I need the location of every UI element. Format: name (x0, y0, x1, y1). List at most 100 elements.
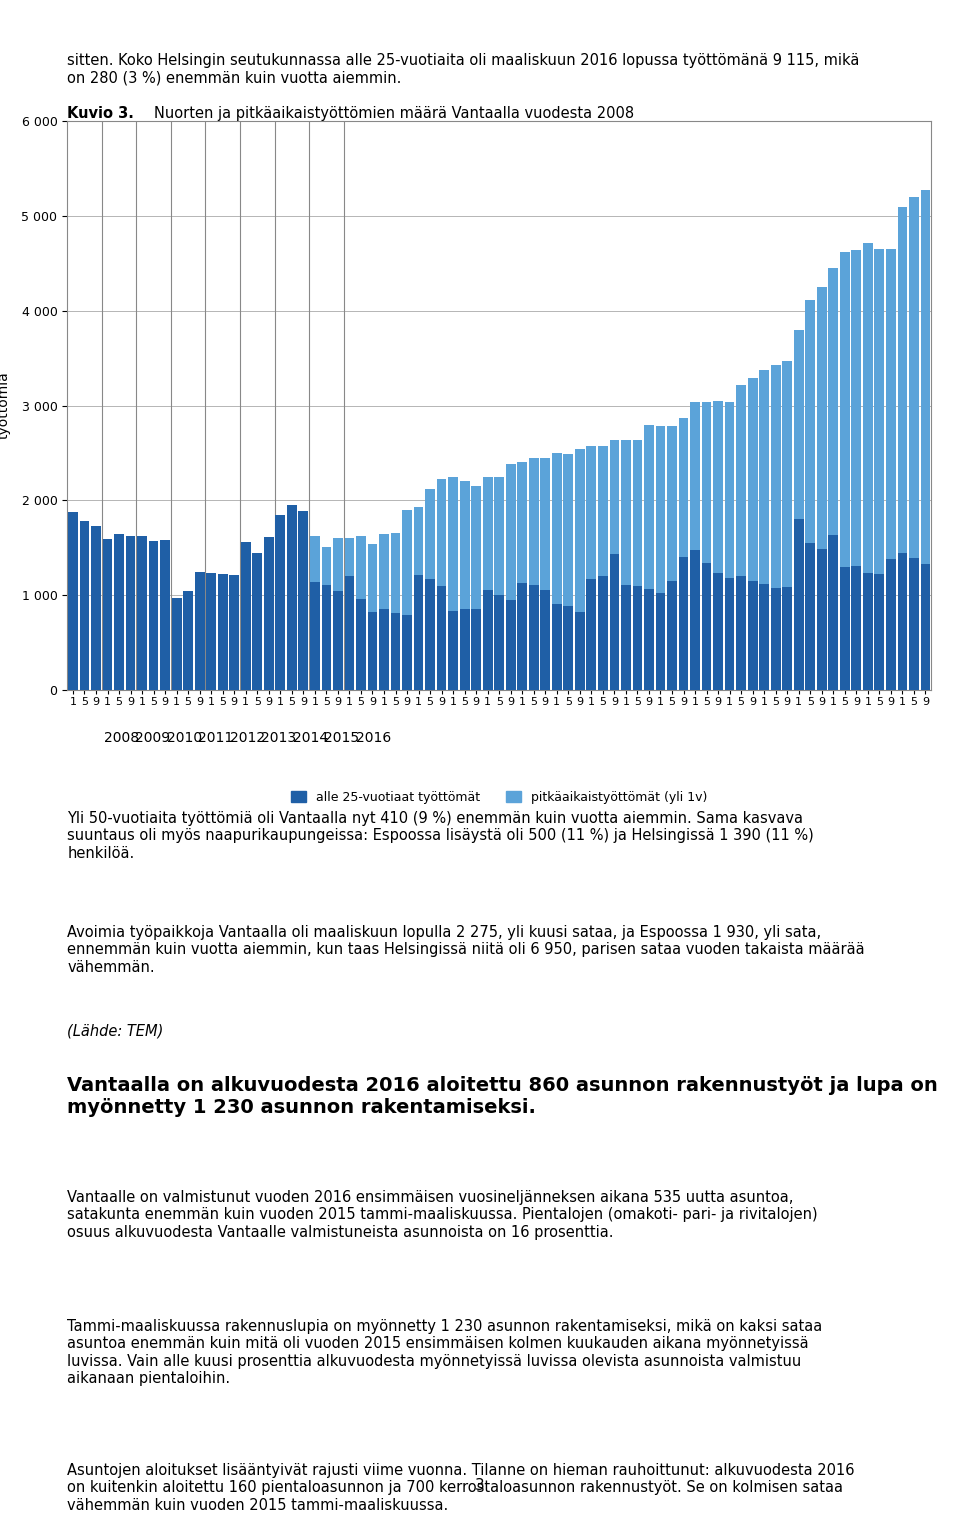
Bar (172, 597, 181, 690)
Bar (402, 509, 412, 690)
Bar (621, 440, 631, 690)
Bar (702, 402, 711, 690)
Bar (287, 505, 297, 690)
Bar (126, 631, 135, 690)
Bar (241, 543, 251, 690)
Bar (621, 585, 631, 690)
Bar (564, 453, 573, 690)
Bar (310, 582, 320, 690)
Bar (840, 252, 850, 690)
Bar (759, 370, 769, 690)
Bar (80, 522, 89, 690)
Bar (471, 487, 481, 690)
Bar (229, 600, 239, 690)
Bar (195, 619, 204, 690)
Legend: alle 25-vuotiaat työttömät, pitkäaikaistyöttömät (yli 1v): alle 25-vuotiaat työttömät, pitkäaikaist… (286, 785, 712, 808)
Text: Avoimia työpaikkoja Vantaalla oli maaliskuun lopulla 2 275, yli kuusi sataa, ja : Avoimia työpaikkoja Vantaalla oli maalis… (67, 925, 865, 975)
Bar (183, 620, 193, 690)
Bar (782, 587, 792, 690)
Text: Vantaalle on valmistunut vuoden 2016 ensimmäisen vuosineljänneksen aikana 535 uu: Vantaalle on valmistunut vuoden 2016 ens… (67, 1190, 818, 1240)
Bar (149, 634, 158, 690)
Bar (160, 632, 170, 690)
Bar (172, 631, 181, 690)
Text: Vantaalla on alkuvuodesta 2016 aloitettu 860 asunnon rakennustyöt ja lupa on
myö: Vantaalla on alkuvuodesta 2016 aloitettu… (67, 1076, 938, 1117)
Bar (679, 418, 688, 690)
Bar (852, 250, 861, 690)
Bar (103, 540, 112, 690)
Bar (909, 197, 919, 690)
Bar (610, 440, 619, 690)
Bar (80, 640, 89, 690)
Bar (310, 537, 320, 690)
Bar (782, 361, 792, 690)
Bar (494, 594, 504, 690)
Bar (287, 549, 297, 690)
Bar (898, 553, 907, 690)
Bar (471, 609, 481, 690)
Bar (794, 518, 804, 690)
Bar (345, 576, 354, 690)
Bar (264, 537, 274, 690)
Bar (564, 606, 573, 690)
Bar (379, 535, 389, 690)
Bar (529, 585, 539, 690)
Bar (667, 581, 677, 690)
Bar (356, 537, 366, 690)
Bar (345, 538, 354, 690)
Bar (552, 603, 562, 690)
Bar (921, 564, 930, 690)
Bar (149, 541, 158, 690)
Bar (598, 446, 608, 690)
Bar (103, 634, 112, 690)
Text: Tammi-maaliskuussa rakennuslupia on myönnetty 1 230 asunnon rakentamiseksi, mikä: Tammi-maaliskuussa rakennuslupia on myön… (67, 1319, 823, 1386)
Bar (863, 573, 873, 690)
Bar (391, 534, 400, 690)
Bar (886, 249, 896, 690)
Bar (771, 588, 780, 690)
Bar (483, 590, 492, 690)
Bar (183, 591, 193, 690)
Bar (863, 243, 873, 690)
Bar (425, 488, 435, 690)
Bar (828, 535, 838, 690)
Bar (736, 576, 746, 690)
Bar (875, 575, 884, 690)
Bar (322, 585, 331, 690)
Bar (91, 526, 101, 690)
Bar (229, 575, 239, 690)
Bar (817, 287, 827, 690)
Bar (817, 549, 827, 690)
Bar (252, 553, 262, 690)
Bar (529, 458, 539, 690)
Bar (414, 575, 423, 690)
Bar (195, 572, 204, 690)
Text: Asuntojen aloitukset lisääntyivät rajusti viime vuonna. Tilanne on hieman rauhoi: Asuntojen aloitukset lisääntyivät rajust… (67, 1463, 854, 1513)
Text: Yli 50-vuotiaita työttömiä oli Vantaalla nyt 410 (9 %) enemmän kuin vuotta aiemm: Yli 50-vuotiaita työttömiä oli Vantaalla… (67, 811, 814, 861)
Bar (114, 629, 124, 690)
Bar (713, 573, 723, 690)
Bar (805, 300, 815, 690)
Bar (679, 558, 688, 690)
Bar (414, 506, 423, 690)
Bar (506, 464, 516, 690)
Bar (206, 573, 216, 690)
Bar (644, 590, 654, 690)
Bar (656, 593, 665, 690)
Bar (299, 535, 308, 690)
Bar (391, 612, 400, 690)
Bar (690, 402, 700, 690)
Bar (633, 440, 642, 690)
Bar (218, 575, 228, 690)
Bar (667, 426, 677, 690)
Bar (252, 585, 262, 690)
Text: Nuorten ja pitkäaikaistyöttömien määrä Vantaalla vuodesta 2008: Nuorten ja pitkäaikaistyöttömien määrä V… (154, 106, 634, 121)
Bar (437, 479, 446, 690)
Bar (540, 458, 550, 690)
Bar (575, 612, 585, 690)
Bar (771, 365, 780, 690)
Bar (633, 585, 642, 690)
Bar (356, 599, 366, 690)
Text: (Lähde: TEM): (Lähde: TEM) (67, 1023, 163, 1038)
Bar (805, 543, 815, 690)
Bar (494, 476, 504, 690)
